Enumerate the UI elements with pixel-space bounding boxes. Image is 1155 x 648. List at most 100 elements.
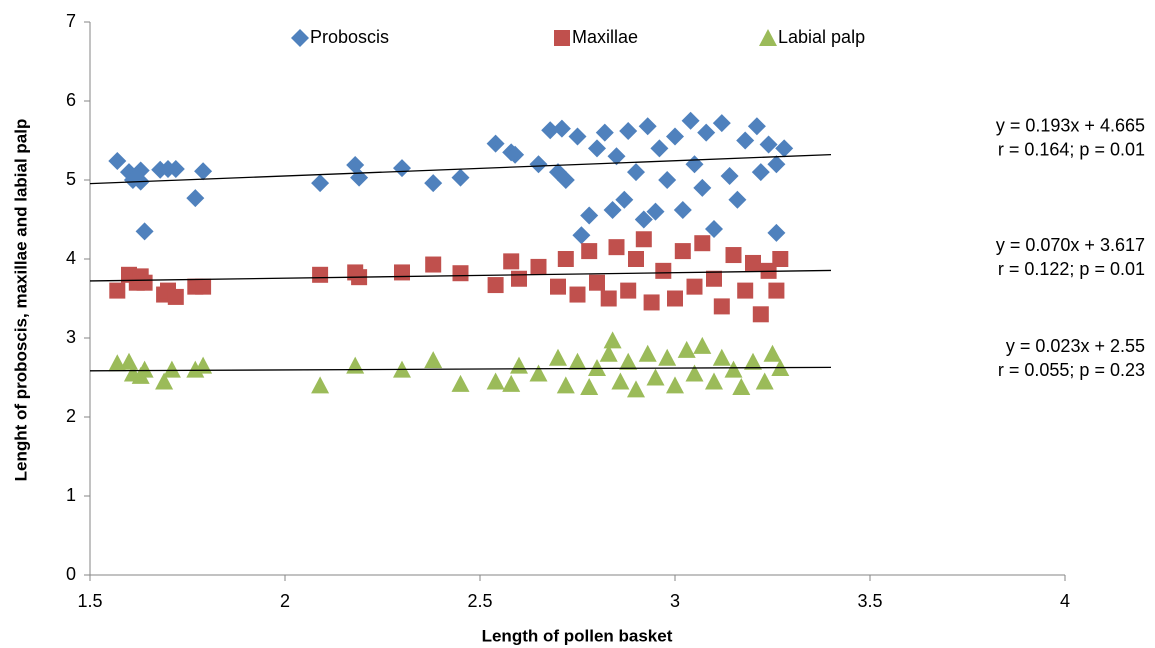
x-tick-label: 1.5 [77,591,102,611]
trend-stats: r = 0.122; p = 0.01 [998,259,1145,279]
point [135,222,154,241]
point [752,306,769,323]
point [658,171,677,189]
point [167,288,184,305]
point [568,127,587,146]
point [720,167,739,186]
point [194,356,213,374]
point [705,219,723,238]
point [194,162,213,181]
trend-stats: r = 0.055; p = 0.23 [998,360,1145,380]
point [724,360,743,378]
point [634,210,653,229]
point [681,111,700,130]
point [627,380,645,398]
point [635,231,652,248]
trend-line [89,269,832,282]
point [425,256,442,273]
legend-label: Labial palp [778,27,865,47]
y-tick-label: 7 [66,11,76,31]
point [588,139,606,158]
point [686,278,703,295]
point [109,282,126,299]
point [603,201,622,220]
point [646,368,665,386]
point [736,131,755,150]
y-tick-label: 6 [66,90,76,110]
point [615,190,634,209]
point [728,190,747,209]
point [588,359,606,377]
point [619,122,638,141]
point [772,251,789,267]
point [655,262,672,279]
point [667,290,683,307]
point [775,139,794,158]
point [643,294,660,311]
point [658,348,677,366]
point [599,344,618,362]
point [503,253,520,270]
point [759,135,778,154]
x-tick-label: 2.5 [467,591,492,611]
point [767,155,786,174]
point [638,117,657,136]
point [394,264,410,281]
point [725,247,742,264]
point [580,377,599,395]
legend-marker [759,29,777,46]
point [557,251,574,267]
point [693,336,712,354]
point [162,360,181,378]
point [424,351,443,369]
point [510,356,528,374]
point [120,352,138,370]
point [712,114,731,133]
point [486,134,505,153]
trend-stats: r = 0.164; p = 0.01 [998,139,1145,159]
point [529,155,548,174]
point [108,152,127,171]
point [666,376,684,394]
point [346,356,365,374]
point [694,235,711,252]
point [650,139,669,158]
point [755,372,774,390]
point [713,298,730,315]
point [556,171,575,189]
point [569,286,586,303]
point [712,348,731,366]
x-axis-title: Length of pollen basket [482,626,673,645]
legend-label: Maxillae [572,27,638,47]
point [136,274,153,291]
y-tick-label: 0 [66,564,76,584]
y-axis-title: Lenght of proboscis, maxillae and labial… [11,119,30,482]
point [452,265,469,282]
point [549,348,567,366]
point [677,340,696,358]
point [706,270,722,287]
point [608,239,625,256]
point [685,364,704,382]
point [393,159,411,178]
point [424,174,443,193]
point [737,282,754,299]
point [550,278,566,295]
x-tick-label: 3 [670,591,680,611]
point [607,147,626,166]
point [155,372,174,390]
trend-equation: y = 0.070x + 3.617 [996,235,1145,255]
point [705,372,723,390]
point [732,377,751,395]
point [552,119,571,138]
point [511,270,527,287]
point [541,121,560,140]
x-tick-label: 3.5 [857,591,882,611]
trend-equation: y = 0.193x + 4.665 [996,115,1145,135]
point [166,159,185,178]
point [619,352,638,370]
point [674,243,691,260]
point [311,376,330,394]
point [589,274,605,291]
